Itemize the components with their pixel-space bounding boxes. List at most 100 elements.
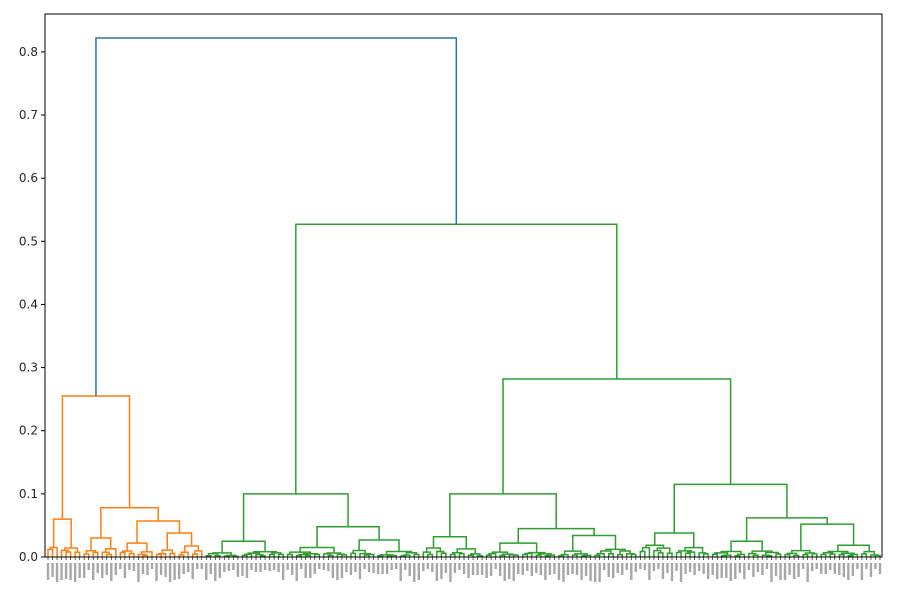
leaf-label [716,563,719,579]
leaf-label [607,563,610,577]
leaf-label [521,563,524,575]
leaf-label [132,563,136,571]
leaf-label [842,563,846,577]
leaf-label [223,563,226,572]
leaf-label [177,563,181,579]
leaf-label [661,563,665,579]
leaf-label [435,563,439,581]
leaf-label [449,563,452,582]
leaf-label [141,563,145,574]
leaf-label [399,563,402,581]
leaf-label [593,563,597,582]
leaf-label [467,563,470,578]
leaf-label [634,563,638,572]
leaf-label [453,563,457,573]
leaf-label [489,563,493,576]
leaf-label [73,563,77,582]
leaf-label [381,563,384,574]
leaf-label [358,563,362,579]
leaf-label [191,563,194,579]
leaf-label [648,563,651,580]
leaf-label [87,563,90,570]
leaf-label [259,563,262,572]
y-tick-label: 0.0 [19,550,38,564]
leaf-label [652,563,656,571]
leaf-label [318,563,321,569]
leaf-label [761,563,764,575]
leaf-label [833,563,836,574]
leaf-label [770,563,773,582]
leaf-label [480,563,484,575]
y-tick-label: 0.6 [19,171,38,185]
leaf-label [512,563,515,581]
leaf-label [498,563,502,576]
leaf-label [494,563,497,569]
leaf-label [422,563,425,571]
leaf-label [824,563,827,574]
leaf-label [340,563,344,578]
leaf-label [227,563,231,571]
leaf-label [200,563,203,569]
leaf-label [214,563,217,581]
leaf-label [286,563,289,570]
leaf-label [186,563,190,572]
leaf-label [706,563,710,579]
leaf-label [553,563,556,574]
leaf-label [404,563,407,570]
dendrogram-links [47,37,881,557]
leaf-label [376,563,380,574]
leaf-label [666,563,669,573]
leaf-label [838,563,841,575]
root-merge-link [95,37,458,396]
leaf-label [544,563,547,580]
leaf-label [78,563,81,578]
leaf-label [557,563,561,580]
leaf-label [485,563,488,578]
leaf-labels [46,557,882,582]
leaf-label [779,563,782,580]
leaf-label [535,563,538,573]
leaf-label [639,563,642,569]
leaf-label [218,563,222,578]
leaf-label [851,563,855,576]
leaf-label [417,563,420,580]
leaf-label [96,563,99,573]
leaf-label [566,563,570,575]
leaf-label [820,563,823,574]
leaf-label [743,563,746,579]
leaf-label [236,563,240,577]
leaf-label [688,563,692,572]
leaf-label [295,563,298,581]
leaf-label [110,563,113,581]
leaf-label [462,563,466,574]
leaf-label [548,563,552,575]
leaf-label [539,563,543,575]
leaf-label [670,563,674,581]
leaf-label [390,563,393,570]
leaf-label [250,563,253,570]
leaf-label [476,563,479,575]
leaf-label [679,563,683,582]
leaf-label [734,563,737,579]
leaf-label [254,563,258,572]
leaf-label [354,563,357,572]
leaf-label [245,563,249,578]
leaf-label [806,563,809,582]
leaf-label [268,563,271,571]
leaf-label [349,563,353,575]
leaf-label [182,563,185,574]
leaf-label [829,563,832,570]
y-tick-label: 0.1 [19,487,38,501]
leaf-label [693,563,696,575]
leaf-label [263,563,267,570]
leaf-label [580,563,583,580]
leaf-label [159,563,163,575]
leaf-label [878,563,882,574]
leaf-label [630,563,633,580]
leaf-label [281,563,285,580]
leaf-label [173,563,176,580]
leaf-label [612,563,615,578]
leaf-label [105,563,108,575]
